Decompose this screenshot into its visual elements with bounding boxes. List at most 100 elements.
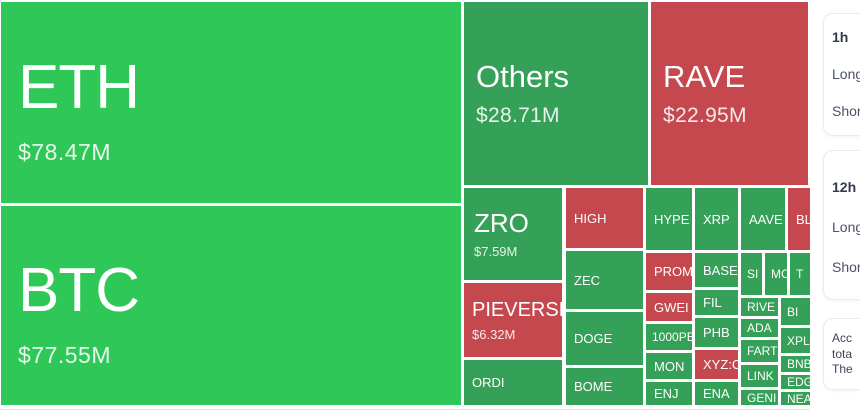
tile-symbol: ENJ [654,386,679,401]
tile-symbol: ZRO [474,208,529,239]
stat-card-rows: Long Short [832,66,860,119]
treemap-tile-pieverse[interactable]: PIEVERSE $6.32M [464,283,562,357]
tile-value: $78.47M [18,138,112,165]
treemap-tile-geni[interactable]: GENI [741,390,778,405]
treemap-tile-xyz-c[interactable]: XYZ:C [695,350,738,379]
stat-card-1h: 1h Long Short [823,13,860,136]
tile-value: $77.55M [18,341,112,368]
tile-symbol: BOME [574,379,613,394]
tile-symbol: LINK [747,369,774,383]
stat-row-long: Long [832,66,860,82]
tile-symbol: BASED [703,262,738,278]
treemap-tile-1000pe[interactable]: 1000PE [646,324,692,350]
treemap-tile-prom[interactable]: PROM [646,253,692,290]
treemap-tile-mon[interactable]: MON [646,353,692,379]
tile-value: $28.71M [476,103,560,127]
treemap-tile-based[interactable]: BASED [695,253,738,287]
treemap-tile-others[interactable]: Others $28.71M [464,2,648,185]
tile-symbol: EDGE [787,375,810,389]
stat-card-rows: Long Short [832,219,860,275]
tile-symbol: DOGE [574,331,613,346]
stat-row-short: Short [832,103,860,119]
treemap-tile-t[interactable]: T [790,253,810,295]
treemap-tile-edge[interactable]: EDGE [781,375,810,389]
treemap-tile-enj[interactable]: ENJ [646,382,692,405]
info-card-line: Acc [832,331,853,345]
tile-symbol: PROM [654,264,692,279]
tile-symbol: HYPE [654,211,690,227]
tile-symbol: 1000PE [652,330,692,344]
treemap-tile-phb[interactable]: PHB [695,318,738,347]
bottom-divider [0,409,810,410]
tile-symbol: PIEVERSE [472,298,562,321]
treemap-tile-near[interactable]: NEAR [781,392,810,405]
treemap-tile-zro[interactable]: ZRO $7.59M [464,188,562,280]
info-card-text: Acc tota The [832,331,860,378]
tile-symbol: NEAR [787,392,810,405]
tile-symbol: PHB [703,325,730,340]
tile-symbol: T [796,267,804,281]
tile-symbol: ZEC [574,272,600,288]
tile-symbol: BI [787,304,799,319]
tile-symbol: HIGH [574,210,607,226]
treemap-tile-rave[interactable]: RAVE $22.95M [651,2,808,185]
stat-card-12h: 12h Long Short [823,150,860,300]
tile-symbol: XYZ:C [703,357,738,372]
treemap-tile-hype[interactable]: HYPE [646,188,692,250]
treemap-tile-fil[interactable]: FIL [695,290,738,315]
tile-symbol: MON [654,358,685,374]
stat-card-title: 1h [832,29,849,45]
bottom-strip [0,406,860,413]
treemap-tile-rive[interactable]: RIVE [741,298,778,316]
treemap-tile-bnb[interactable]: BNB [781,356,810,372]
treemap-tile-ena[interactable]: ENA [695,382,738,405]
info-card: Acc tota The [823,318,860,390]
treemap-tile-link[interactable]: LINK [741,365,778,387]
treemap-tile-xrp[interactable]: XRP [695,188,738,250]
tile-symbol: BL [796,211,810,227]
tile-symbol: ORDI [472,375,505,390]
treemap-tile-gwei[interactable]: GWEI [646,293,692,321]
tile-symbol: XPL [787,333,810,348]
treemap-tile-doge[interactable]: DOGE [566,312,643,365]
info-card-line: tota [832,346,853,361]
tile-symbol: BTC [18,256,140,326]
treemap-tile-high[interactable]: HIGH [566,188,643,248]
treemap-tile-bi[interactable]: BI [781,298,810,325]
treemap-tile-zec[interactable]: ZEC [566,251,643,309]
treemap-tile-xpl[interactable]: XPL [781,328,810,353]
tile-symbol: Others [476,59,570,95]
stat-row-long: Long [832,219,860,235]
treemap-tile-ordi[interactable]: ORDI [464,360,562,405]
tile-symbol: FIL [703,295,722,310]
tile-symbol: ENA [703,386,730,401]
treemap-tile-ada[interactable]: ADA [741,319,778,337]
treemap-tile-aave[interactable]: AAVE [741,188,785,250]
treemap-tile-eth[interactable]: ETH $78.47M [1,2,461,203]
info-card-line: The [832,362,853,376]
tile-symbol: BNB [787,357,810,371]
tile-symbol: ADA [747,321,772,335]
stat-card-title: 12h [832,179,857,195]
tile-symbol: MC [771,267,787,281]
tile-value: $7.59M [474,243,518,259]
tile-symbol: XRP [703,211,730,227]
treemap-tile-si[interactable]: SI [741,253,762,295]
tile-value: $6.32M [472,326,516,342]
treemap-tile-btc[interactable]: BTC $77.55M [1,206,461,405]
treemap-tile-fart[interactable]: FART [741,340,778,362]
tile-symbol: AAVE [749,211,783,227]
treemap-tile-mc[interactable]: MC [765,253,787,295]
tile-symbol: SI [747,267,759,281]
tile-symbol: GWEI [654,299,689,315]
stat-row-short: Short [832,259,860,275]
treemap-tile-bl[interactable]: BL [788,188,810,250]
tile-symbol: RAVE [663,59,746,95]
tile-symbol: ETH [18,53,140,123]
tile-symbol: FART [747,344,778,358]
tile-value: $22.95M [663,103,747,127]
treemap-tile-bome[interactable]: BOME [566,368,643,405]
tile-symbol: RIVE [747,300,776,314]
